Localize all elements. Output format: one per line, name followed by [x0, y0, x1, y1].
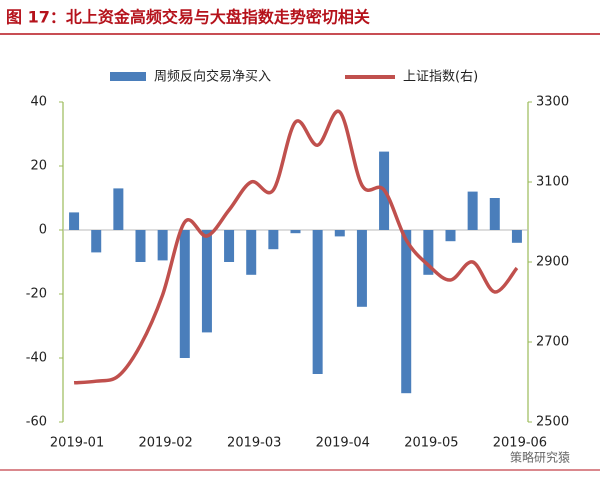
- y-tick-label: -20: [26, 287, 47, 302]
- legend-label: 上证指数(右): [403, 70, 478, 85]
- y-tick-label: 20: [30, 159, 47, 174]
- bar: [246, 230, 257, 275]
- x-tick-label: 2019-05: [404, 436, 458, 451]
- bar: [334, 230, 345, 237]
- y2-tick-label: 3100: [536, 175, 569, 190]
- legend-swatch: [110, 72, 146, 81]
- bar: [290, 230, 301, 234]
- x-tick-label: 2019-02: [138, 436, 192, 451]
- bar: [445, 230, 456, 242]
- watermark: 策略研究猿: [510, 450, 570, 465]
- bar: [356, 230, 367, 307]
- y-tick-label: -60: [26, 415, 47, 430]
- y2-tick-label: 2900: [536, 255, 569, 270]
- bar: [423, 230, 434, 275]
- bar: [224, 230, 235, 262]
- y-tick-label: 40: [30, 95, 47, 110]
- bar: [113, 188, 124, 230]
- bar: [312, 230, 323, 374]
- bar: [511, 230, 522, 243]
- bar: [69, 212, 80, 230]
- y2-tick-label: 2500: [536, 415, 569, 430]
- bar: [467, 191, 478, 230]
- bar: [489, 198, 500, 230]
- chart-title: 图 17：北上资金高频交易与大盘指数走势密切相关: [6, 8, 370, 27]
- bar: [157, 230, 168, 261]
- y2-tick-label: 2700: [536, 335, 569, 350]
- bar: [179, 230, 190, 358]
- legend-label: 周频反向交易净买入: [154, 69, 271, 85]
- bar: [135, 230, 146, 262]
- x-tick-label: 2019-03: [227, 436, 281, 451]
- x-tick-label: 2019-01: [50, 436, 104, 451]
- x-tick-label: 2019-04: [316, 436, 370, 451]
- y-tick-label: -40: [26, 351, 47, 366]
- y2-tick-label: 3300: [536, 95, 569, 110]
- bar: [91, 230, 102, 253]
- bar: [201, 230, 212, 333]
- x-tick-label: 2019-06: [493, 436, 547, 451]
- line: [73, 109, 519, 385]
- y-tick-label: 0: [39, 223, 47, 238]
- bar: [401, 230, 412, 394]
- bar: [268, 230, 279, 250]
